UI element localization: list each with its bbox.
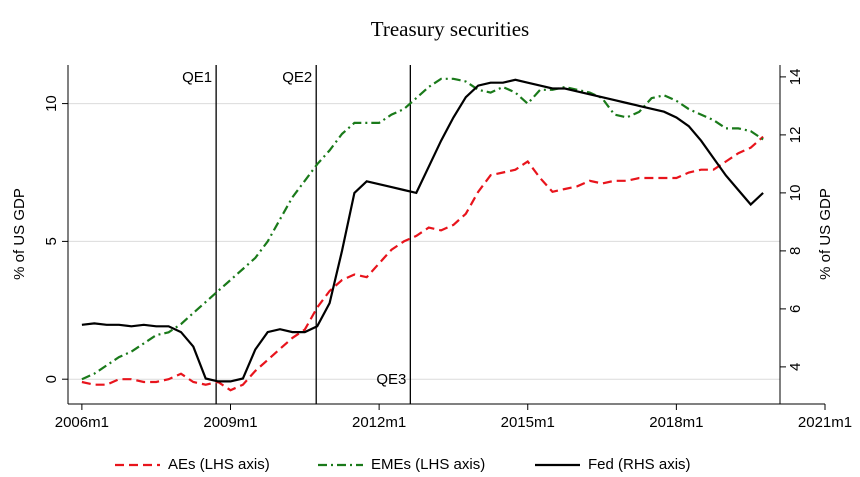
y2-tick-label: 14 bbox=[787, 69, 804, 86]
series-line bbox=[81, 135, 764, 392]
x-tick-label: 2021m1 bbox=[798, 414, 852, 431]
x-tick-label: 2009m1 bbox=[203, 414, 257, 431]
x-tick-label: 2015m1 bbox=[501, 414, 555, 431]
y-tick-label: 5 bbox=[43, 237, 60, 245]
y-tick-label: 10 bbox=[43, 95, 60, 112]
event-label: QE3 bbox=[376, 371, 406, 388]
series-line bbox=[81, 77, 764, 381]
event-label: QE1 bbox=[182, 69, 212, 86]
y2-tick-label: 6 bbox=[787, 305, 804, 313]
legend-label: Fed (RHS axis) bbox=[588, 456, 691, 473]
y-axis-label: % of US GDP bbox=[11, 188, 28, 280]
chart-title: Treasury securities bbox=[371, 17, 529, 41]
x-tick-label: 2018m1 bbox=[649, 414, 703, 431]
y2-tick-label: 10 bbox=[787, 185, 804, 202]
x-tick-label: 2006m1 bbox=[55, 414, 109, 431]
y2-tick-label: 8 bbox=[787, 247, 804, 255]
series-line bbox=[81, 78, 764, 383]
y-tick-label: 0 bbox=[43, 375, 60, 383]
y2-tick-label: 12 bbox=[787, 127, 804, 144]
event-label: QE2 bbox=[282, 69, 312, 86]
legend-label: EMEs (LHS axis) bbox=[371, 456, 485, 473]
y2-axis-label: % of US GDP bbox=[817, 188, 834, 280]
x-tick-label: 2012m1 bbox=[352, 414, 406, 431]
legend-label: AEs (LHS axis) bbox=[168, 456, 270, 473]
y2-tick-label: 4 bbox=[787, 363, 804, 371]
